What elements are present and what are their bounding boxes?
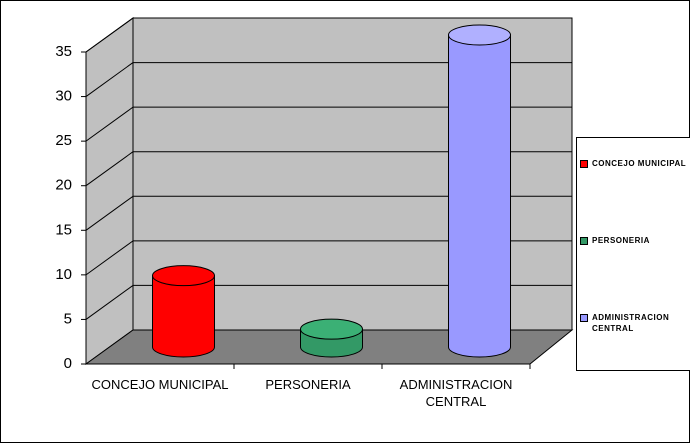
y-tick-label: 15 <box>55 221 72 238</box>
x-tick-label: CONCEJO MUNICIPAL <box>91 377 229 392</box>
legend-swatch <box>580 237 588 245</box>
bar <box>448 24 511 358</box>
grid-line <box>85 195 134 231</box>
legend-label: ADMINISTRACION CENTRAL <box>592 313 670 333</box>
legend-swatch <box>580 160 588 168</box>
grid-line <box>85 106 134 142</box>
grid-line <box>85 285 134 320</box>
bar <box>152 265 215 358</box>
cylinder-top <box>152 265 215 287</box>
cylinder-top <box>448 24 511 46</box>
y-tick-label: 35 <box>55 43 72 60</box>
y-tick-label: 10 <box>55 266 72 283</box>
cylinder-body <box>152 275 215 358</box>
y-tick-label: 25 <box>55 132 72 149</box>
x-tick-label: ADMINISTRACION CENTRAL <box>399 377 513 409</box>
y-tick-label: 30 <box>55 88 72 105</box>
grid-line <box>85 151 134 187</box>
legend-box <box>576 137 690 371</box>
y-tick-label: 0 <box>64 355 72 372</box>
cylinder-body <box>448 34 511 358</box>
cylinder-top <box>300 318 363 340</box>
grid-line <box>85 17 134 53</box>
legend-label: PERSONERIA <box>592 236 650 245</box>
y-tick-label: 20 <box>55 177 72 194</box>
x-tick-label: PERSONERIA <box>265 377 351 392</box>
grid-line <box>85 62 134 97</box>
grid-line <box>85 240 134 276</box>
legend-label: CONCEJO MUNICIPAL <box>592 159 687 168</box>
y-tick-label: 5 <box>64 310 72 327</box>
legend-swatch <box>580 314 588 322</box>
side-wall <box>85 17 134 365</box>
bar <box>300 318 363 358</box>
